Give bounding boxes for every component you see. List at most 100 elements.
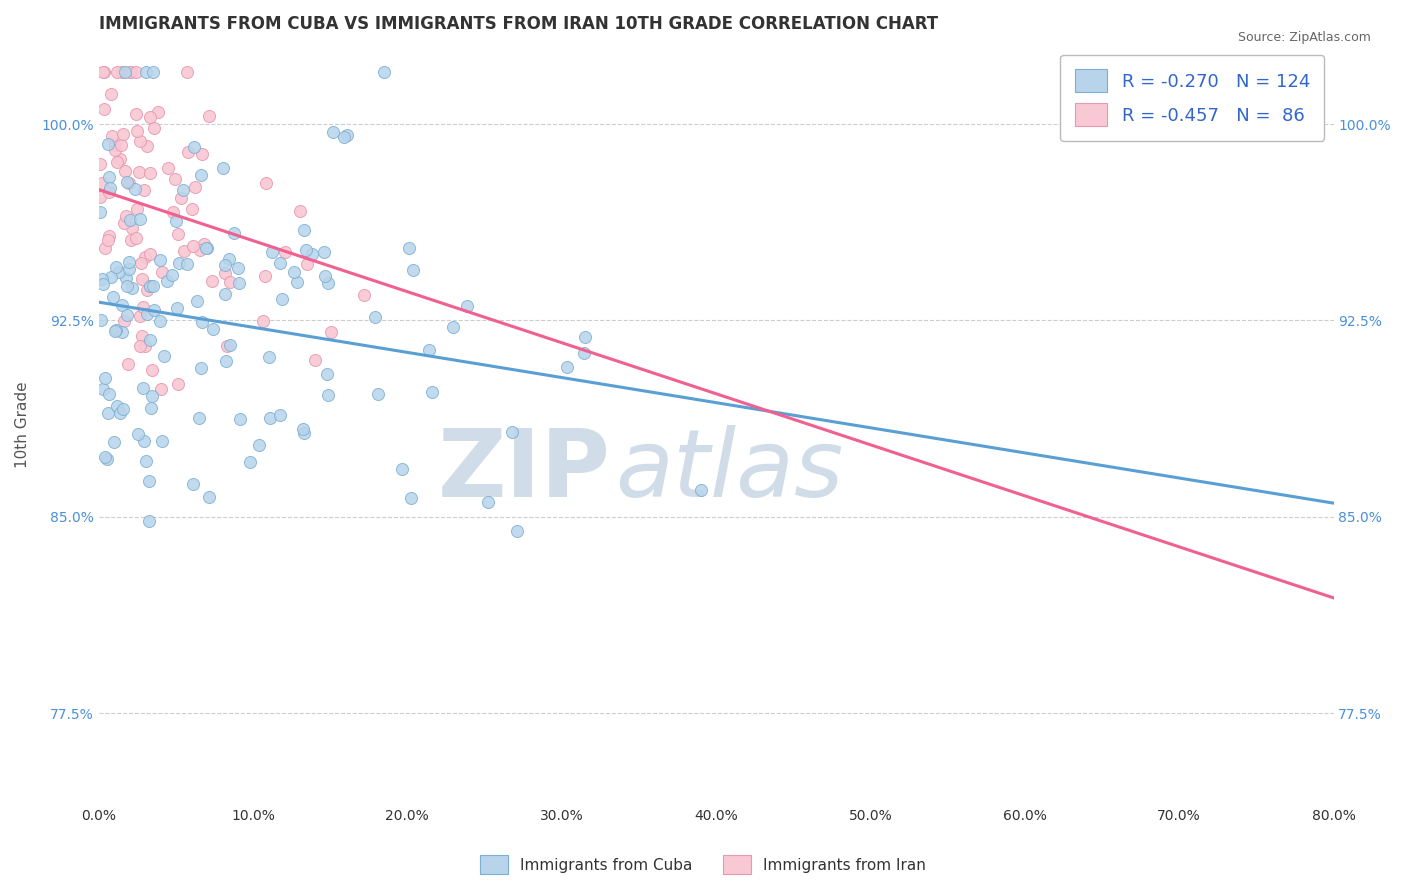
- Point: [689, 483, 711, 498]
- Point: [226, 261, 249, 276]
- Y-axis label: 10th Grade: 10th Grade: [15, 382, 30, 468]
- Point: [152, 349, 174, 363]
- Point: [247, 438, 270, 452]
- Point: [269, 408, 291, 422]
- Point: [188, 243, 211, 257]
- Point: [105, 399, 128, 413]
- Point: [228, 276, 250, 290]
- Point: [214, 266, 236, 280]
- Point: [316, 367, 339, 381]
- Point: [142, 121, 165, 136]
- Point: [111, 298, 134, 312]
- Point: [105, 65, 128, 79]
- Point: [146, 105, 169, 120]
- Point: [100, 269, 122, 284]
- Point: [367, 387, 389, 401]
- Point: [101, 290, 124, 304]
- Point: [127, 427, 149, 442]
- Point: [214, 287, 236, 301]
- Point: [195, 241, 218, 255]
- Point: [112, 313, 135, 327]
- Point: [91, 277, 114, 291]
- Point: [125, 202, 148, 216]
- Point: [105, 154, 128, 169]
- Point: [97, 405, 120, 419]
- Point: [131, 272, 153, 286]
- Point: [441, 320, 464, 334]
- Point: [100, 87, 122, 101]
- Point: [131, 381, 153, 395]
- Point: [218, 275, 240, 289]
- Point: [89, 190, 111, 204]
- Point: [111, 325, 134, 339]
- Point: [190, 168, 212, 182]
- Point: [108, 265, 131, 279]
- Point: [259, 411, 281, 425]
- Point: [128, 165, 150, 179]
- Point: [186, 294, 208, 309]
- Point: [97, 185, 120, 199]
- Point: [125, 106, 148, 120]
- Point: [201, 274, 224, 288]
- Point: [135, 307, 157, 321]
- Point: [224, 227, 246, 241]
- Point: [295, 243, 318, 257]
- Point: [157, 161, 180, 175]
- Point: [173, 244, 195, 259]
- Point: [134, 338, 156, 352]
- Point: [321, 325, 343, 339]
- Point: [336, 128, 359, 143]
- Point: [191, 315, 214, 329]
- Point: [398, 241, 420, 255]
- Point: [420, 384, 443, 399]
- Point: [292, 223, 315, 237]
- Point: [149, 313, 172, 327]
- Point: [181, 477, 204, 491]
- Point: [139, 401, 162, 415]
- Point: [165, 213, 187, 227]
- Point: [219, 337, 242, 351]
- Point: [93, 103, 115, 117]
- Point: [176, 256, 198, 270]
- Point: [141, 363, 163, 377]
- Point: [292, 421, 315, 435]
- Point: [198, 109, 221, 123]
- Point: [391, 462, 413, 476]
- Point: [105, 322, 128, 336]
- Point: [117, 175, 139, 189]
- Point: [129, 310, 152, 324]
- Point: [262, 244, 284, 259]
- Point: [150, 434, 173, 448]
- Text: #d0dde8: #d0dde8: [716, 470, 723, 471]
- Point: [322, 125, 344, 139]
- Point: [138, 474, 160, 488]
- Point: [104, 324, 127, 338]
- Point: [89, 205, 111, 219]
- Point: [104, 137, 127, 152]
- Point: [252, 314, 274, 328]
- Point: [139, 110, 162, 124]
- Point: [187, 411, 209, 425]
- Point: [190, 360, 212, 375]
- Point: [149, 382, 172, 396]
- Point: [96, 452, 118, 467]
- Point: [138, 514, 160, 528]
- Point: [167, 376, 190, 391]
- Point: [401, 491, 423, 506]
- Point: [304, 352, 326, 367]
- Point: [184, 180, 207, 194]
- Point: [98, 181, 121, 195]
- Point: [129, 256, 152, 270]
- Text: atlas: atlas: [614, 425, 844, 516]
- Point: [121, 221, 143, 235]
- Point: [91, 176, 114, 190]
- Point: [316, 388, 339, 402]
- Point: [228, 412, 250, 426]
- Point: [129, 212, 152, 227]
- Point: [197, 490, 219, 504]
- Point: [131, 329, 153, 343]
- Point: [110, 138, 132, 153]
- Point: [94, 371, 117, 385]
- Point: [115, 271, 138, 285]
- Point: [94, 241, 117, 255]
